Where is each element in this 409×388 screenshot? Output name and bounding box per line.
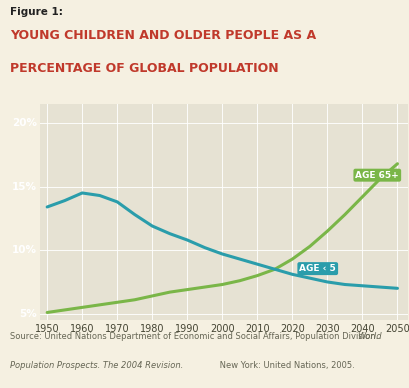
Text: 20%: 20% — [12, 118, 37, 128]
Text: New York: United Nations, 2005.: New York: United Nations, 2005. — [217, 361, 354, 370]
Text: World: World — [356, 332, 380, 341]
Text: Population Prospects. The 2004 Revision.: Population Prospects. The 2004 Revision. — [10, 361, 183, 370]
Text: 5%: 5% — [19, 309, 37, 319]
Text: AGE 65+: AGE 65+ — [355, 171, 398, 180]
Text: 10%: 10% — [12, 245, 37, 255]
Text: Source: United Nations Department of Economic and Social Affairs, Population Div: Source: United Nations Department of Eco… — [10, 332, 380, 341]
Text: 15%: 15% — [12, 182, 37, 192]
Text: PERCENTAGE OF GLOBAL POPULATION: PERCENTAGE OF GLOBAL POPULATION — [10, 62, 278, 75]
Text: YOUNG CHILDREN AND OLDER PEOPLE AS A: YOUNG CHILDREN AND OLDER PEOPLE AS A — [10, 29, 316, 42]
Text: Figure 1:: Figure 1: — [10, 7, 63, 17]
Text: AGE ‹ 5: AGE ‹ 5 — [299, 264, 335, 273]
